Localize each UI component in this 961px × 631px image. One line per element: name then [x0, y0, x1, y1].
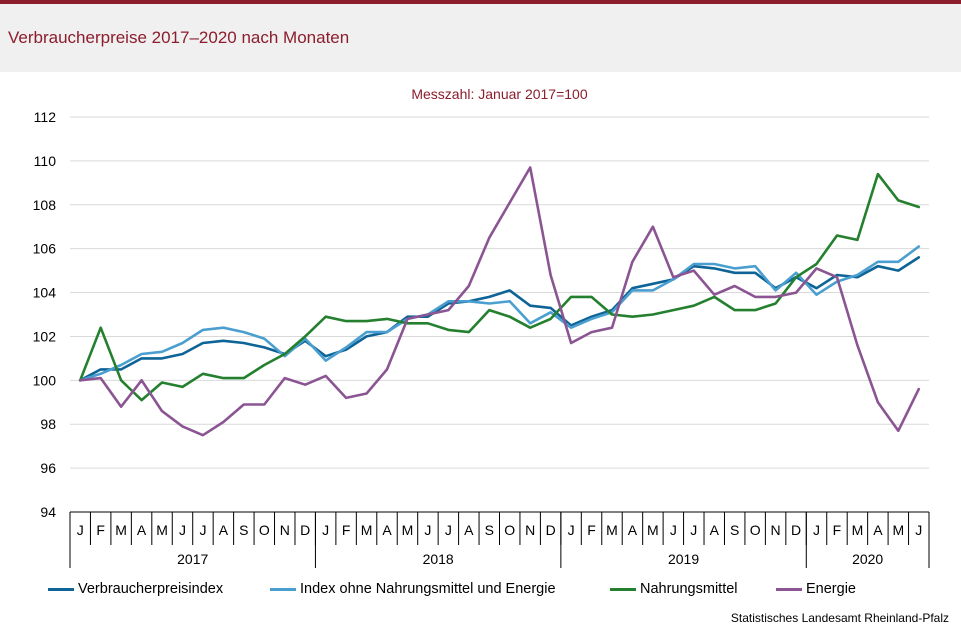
- series-line-3: [78, 166, 921, 437]
- month-label: S: [239, 522, 248, 538]
- series-line-2: [78, 172, 921, 402]
- legend-label: Index ohne Nahrungsmittel und Energie: [300, 581, 556, 597]
- month-label: O: [750, 522, 761, 538]
- y-tick-label: 110: [34, 153, 57, 169]
- month-label: O: [504, 522, 515, 538]
- month-label: J: [322, 522, 329, 538]
- y-tick-label: 106: [33, 241, 57, 257]
- year-label: 2018: [423, 551, 454, 567]
- month-label: J: [77, 522, 84, 538]
- legend-label: Energie: [806, 581, 856, 597]
- top-accent-bar: [0, 0, 961, 4]
- month-label: J: [915, 522, 922, 538]
- month-label: D: [791, 522, 801, 538]
- y-tick-label: 98: [40, 416, 56, 432]
- month-label: J: [690, 522, 697, 538]
- legend-item-kerninflation: Index ohne Nahrungsmittel und Energie: [270, 581, 556, 597]
- month-label: F: [587, 522, 596, 538]
- y-tick-label: 94: [40, 504, 56, 520]
- month-label: J: [445, 522, 452, 538]
- year-label: 2017: [177, 551, 208, 567]
- legend-item-verbraucherpreisindex: Verbraucherpreisindex: [48, 581, 223, 597]
- month-label: J: [179, 522, 186, 538]
- month-label: F: [342, 522, 351, 538]
- month-label: F: [833, 522, 842, 538]
- year-label: 2019: [668, 551, 699, 567]
- chart-subtitle: Messzahl: Januar 2017=100: [411, 86, 587, 102]
- month-label: A: [137, 522, 147, 538]
- year-label: 2020: [852, 551, 883, 567]
- month-label: N: [525, 522, 535, 538]
- month-label: M: [852, 522, 864, 538]
- month-label: M: [606, 522, 618, 538]
- y-tick-label: 112: [34, 109, 57, 125]
- y-axis: 94 96 98 100 102 104 106 108 110 112: [33, 109, 57, 520]
- month-label: D: [300, 522, 310, 538]
- month-label: A: [219, 522, 229, 538]
- month-label: J: [568, 522, 575, 538]
- legend-swatch: [776, 587, 802, 591]
- series-lines: [78, 166, 921, 437]
- month-label: J: [199, 522, 206, 538]
- month-label: A: [873, 522, 883, 538]
- legend-label: Verbraucherpreisindex: [78, 581, 224, 597]
- month-label: N: [280, 522, 290, 538]
- month-label: O: [259, 522, 270, 538]
- source-note: Statistisches Landesamt Rheinland-Pfalz: [730, 611, 949, 625]
- page-title: Verbraucherpreise 2017–2020 nach Monaten: [8, 28, 350, 47]
- month-label: A: [382, 522, 392, 538]
- legend: Verbraucherpreisindex Index ohne Nahrung…: [48, 581, 948, 603]
- legend-swatch: [48, 587, 74, 591]
- month-label: N: [771, 522, 781, 538]
- legend-label: Nahrungsmittel: [640, 581, 738, 597]
- legend-item-nahrungsmittel: Nahrungsmittel: [610, 581, 738, 597]
- legend-item-energie: Energie: [776, 581, 856, 597]
- series-line-1: [78, 245, 921, 382]
- month-label: A: [628, 522, 638, 538]
- y-tick-label: 102: [33, 328, 57, 344]
- legend-swatch: [270, 587, 296, 591]
- month-label: M: [892, 522, 904, 538]
- grid-lines: [70, 116, 929, 469]
- header-band: Verbraucherpreise 2017–2020 nach Monaten: [0, 4, 961, 72]
- month-label: J: [670, 522, 677, 538]
- y-tick-label: 104: [33, 285, 57, 301]
- month-label: D: [546, 522, 556, 538]
- month-label: S: [485, 522, 494, 538]
- month-label: M: [115, 522, 127, 538]
- month-label: M: [402, 522, 414, 538]
- y-tick-label: 100: [33, 372, 57, 388]
- month-label: M: [156, 522, 168, 538]
- month-label: M: [647, 522, 659, 538]
- month-label: J: [424, 522, 431, 538]
- legend-swatch: [610, 587, 636, 591]
- month-label: A: [464, 522, 474, 538]
- month-label: M: [361, 522, 373, 538]
- y-tick-label: 96: [40, 460, 56, 476]
- y-tick-label: 108: [33, 197, 57, 213]
- month-label: F: [96, 522, 105, 538]
- month-label: S: [730, 522, 739, 538]
- month-label: A: [710, 522, 720, 538]
- month-label: J: [813, 522, 820, 538]
